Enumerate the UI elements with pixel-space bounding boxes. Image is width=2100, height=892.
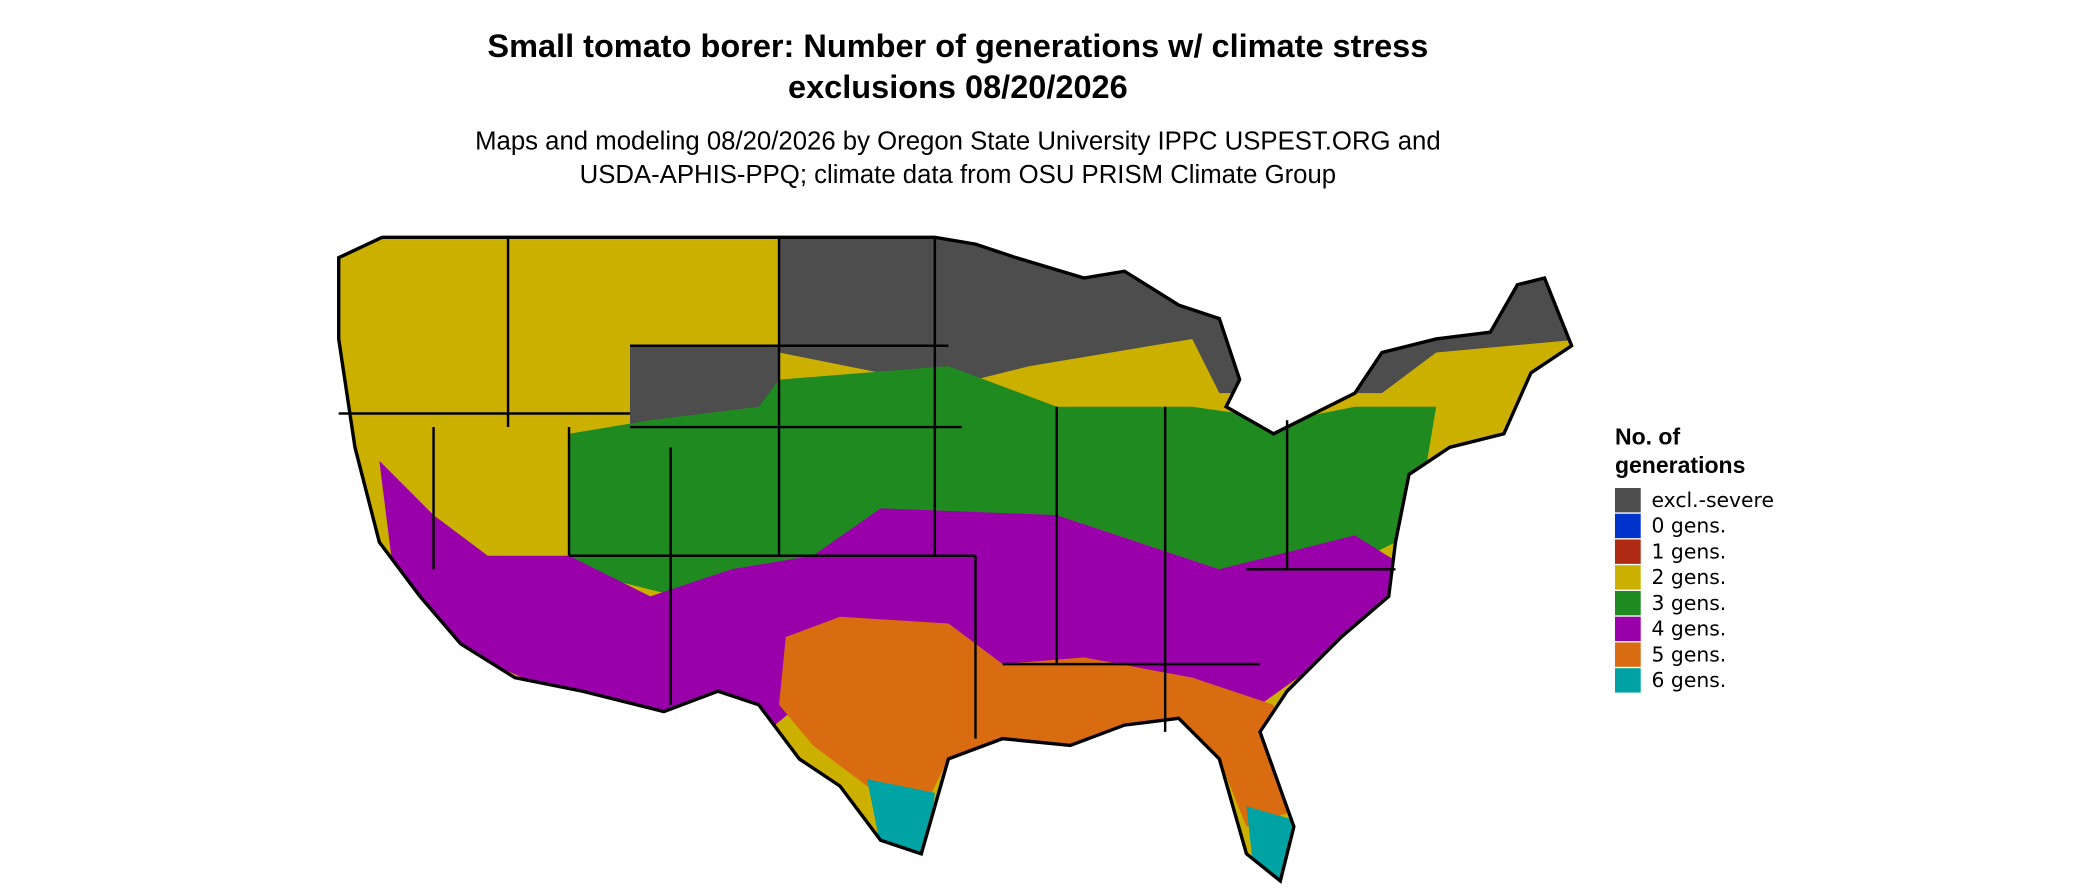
legend-label: 0 gens. bbox=[1652, 514, 1727, 538]
title-line: exclusions 08/20/2026 bbox=[788, 69, 1128, 105]
legend-label: excl.-severe bbox=[1652, 488, 1774, 512]
legend-title: No. of bbox=[1615, 424, 1681, 450]
legend-swatch bbox=[1614, 668, 1641, 693]
us-map bbox=[337, 235, 1574, 884]
region-4-gens bbox=[379, 460, 1410, 739]
legend-swatch bbox=[1614, 590, 1641, 616]
legend-label: 1 gens. bbox=[1652, 539, 1727, 563]
region-6-gens bbox=[1246, 806, 1294, 881]
legend-label: 4 gens. bbox=[1652, 617, 1727, 641]
legend-label: 5 gens. bbox=[1652, 642, 1727, 666]
title-line: Small tomato borer: Number of generation… bbox=[487, 28, 1428, 64]
us-outline bbox=[337, 235, 1574, 884]
legend-swatch bbox=[1614, 488, 1641, 513]
legend-swatch bbox=[1614, 642, 1641, 667]
subtitle-line: Maps and modeling 08/20/2026 by Oregon S… bbox=[475, 127, 1441, 155]
region-3-gens bbox=[569, 366, 1437, 597]
state-borders bbox=[338, 237, 1396, 739]
subtitle-line: USDA-APHIS-PPQ; climate data from OSU PR… bbox=[580, 161, 1337, 189]
legend-title: generations bbox=[1615, 452, 1745, 478]
legend-label: 6 gens. bbox=[1652, 668, 1727, 692]
legend-label: 3 gens. bbox=[1652, 591, 1727, 615]
legend-swatch bbox=[1614, 539, 1641, 564]
title-block: Small tomato borer: Number of generation… bbox=[475, 28, 1441, 189]
legend-swatch bbox=[1614, 616, 1641, 642]
region-5-gens bbox=[779, 616, 1288, 827]
legend-swatch bbox=[1614, 565, 1641, 590]
legend-swatch bbox=[1614, 513, 1641, 539]
legend-label: 2 gens. bbox=[1652, 565, 1727, 589]
